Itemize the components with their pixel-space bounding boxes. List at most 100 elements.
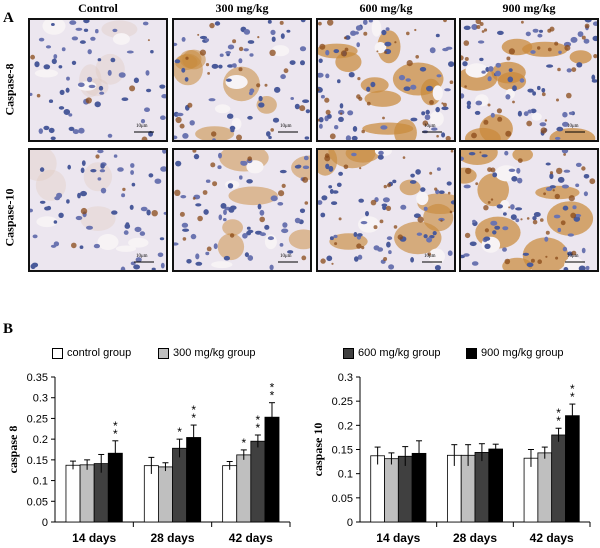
nucleus [230,128,235,133]
nucleus [264,224,270,230]
nucleus [134,226,142,233]
stain-dot [521,20,524,24]
bar [474,451,490,523]
nucleus [299,208,306,214]
stain-dot [554,193,560,200]
nucleus [416,232,423,236]
stain-dot [343,36,347,40]
nucleus [95,29,99,34]
nucleus [195,253,200,260]
stain-dot [36,93,41,98]
stain-dot [385,205,392,211]
stain-dot [544,119,548,122]
nucleus [150,50,154,54]
stain-dot [445,135,451,140]
y-tick-label: 0.05 [27,496,48,508]
nucleus [94,101,101,108]
nucleus [97,58,102,62]
nucleus [218,152,222,159]
micrograph-caspase-8-1: 10μm [172,18,312,142]
nucleus [481,154,488,158]
nucleus [203,209,209,215]
stain-dot [257,36,260,39]
stain-dot [387,183,391,188]
nucleus [327,113,332,119]
bar [551,434,566,523]
nucleus [181,67,186,73]
stain-dot [555,256,559,260]
stain-patch [30,150,57,181]
nucleus [223,218,227,222]
nucleus [204,38,210,42]
stain-dot [434,187,438,191]
nucleus [211,63,219,69]
nucleus [142,21,149,26]
nucleus [53,54,58,59]
nucleus [338,116,344,122]
nucleus [190,233,197,240]
nucleus [438,190,445,194]
micrograph-caspase-8-2: 10μm [316,18,456,142]
nucleus [350,30,357,36]
legend-swatch-control [52,347,63,359]
stain-dot [175,116,182,124]
nucleus [450,200,454,205]
lumen [358,216,380,233]
stain-dot [361,129,365,134]
stain-dot [236,134,242,140]
significance-marker: * [241,436,246,450]
nucleus [243,48,249,52]
stain-dot [447,191,451,195]
nucleus [182,133,189,139]
nucleus [475,100,483,106]
stain-patch [377,30,401,64]
column-header-900: 900 mg/kg [502,1,556,15]
nucleus [231,63,237,68]
nucleus [471,261,479,266]
y-tick-label: 0 [42,517,48,529]
nucleus [345,135,351,140]
stain-dot [570,212,577,219]
nucleus [121,193,126,198]
column-header-600: 600 mg/kg [359,1,413,15]
nucleus [69,20,77,25]
stain-dot [463,40,470,46]
nucleus [259,232,266,237]
nucleus [502,226,509,231]
nucleus [140,119,146,124]
lumen [97,234,119,250]
lumen [499,200,510,211]
nucleus [219,53,224,57]
bar [523,457,539,523]
nucleus [97,150,104,154]
significance-marker: * [270,381,275,395]
stain-dot [318,118,320,122]
nucleus [247,229,254,234]
stain-dot [383,257,388,261]
lumen [128,237,149,248]
stain-dot [571,67,577,72]
bar [397,455,413,523]
nucleus [463,184,471,189]
nucleus [494,225,501,230]
nucleus [426,237,433,243]
nucleus [420,187,426,192]
nucleus [81,160,86,166]
stain-dot [566,92,572,99]
nucleus [541,88,546,93]
nucleus [398,74,406,81]
stain-dot [192,197,196,200]
nucleus [175,160,182,167]
bar [157,466,173,523]
legend-swatch-900 [466,347,477,359]
stain-dot [320,258,326,264]
nucleus [246,179,253,184]
scale-bar-label: 10μm [280,124,292,129]
micrograph-caspase-8-0: 10μm [28,18,168,142]
nucleus [410,173,415,178]
stain-dot [584,23,590,29]
nucleus [87,49,92,55]
nucleus [517,177,523,184]
legend-swatch-300 [158,347,169,359]
nucleus [409,180,417,184]
